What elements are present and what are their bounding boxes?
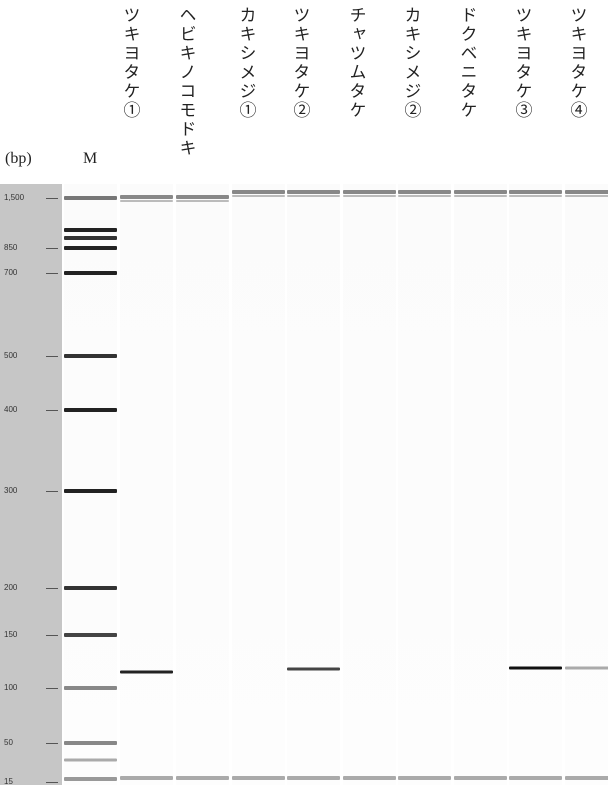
gel-figure: (bp) M 1,500 850 700 500 400 300 200 150 100 50 15…: [0, 0, 608, 785]
band: [287, 195, 340, 197]
size-tick-label: 15: [4, 777, 13, 785]
band: [343, 195, 396, 197]
sample-lane: [454, 184, 507, 785]
band: [565, 776, 608, 780]
size-tick-label: 1,500: [4, 193, 24, 202]
size-tick-label: 150: [4, 630, 17, 639]
band: [120, 200, 173, 202]
band: [64, 236, 117, 240]
size-tick-label: 850: [4, 243, 17, 252]
tick-mark: [46, 688, 58, 689]
band: [343, 190, 396, 194]
sample-lane: [120, 184, 173, 785]
band: [120, 195, 173, 199]
unit-label: (bp): [5, 150, 32, 168]
ladder-label: M: [83, 150, 97, 168]
band: [398, 776, 451, 780]
band: [176, 776, 229, 780]
tick-mark: [46, 198, 58, 199]
band: [509, 190, 562, 194]
lane-label: ツキヨタケ①: [118, 6, 143, 120]
lane-label: ツキヨタケ④: [565, 6, 590, 120]
sample-lane: [398, 184, 451, 785]
band: [454, 195, 507, 197]
band: [64, 741, 117, 745]
band: [509, 195, 562, 197]
band: [120, 671, 173, 674]
lane-label: カキシメジ①: [234, 6, 259, 120]
band: [64, 489, 117, 493]
size-tick-label: 100: [4, 683, 17, 692]
size-tick-label: 700: [4, 268, 17, 277]
sample-lane: [509, 184, 562, 785]
size-tick-label: 200: [4, 583, 17, 592]
lane-label: ツキヨタケ③: [510, 6, 535, 120]
lane-label: ドクベニタケ: [455, 6, 480, 120]
band: [64, 196, 117, 200]
sample-lane: [287, 184, 340, 785]
band: [232, 195, 285, 197]
band: [64, 246, 117, 250]
band: [509, 667, 562, 670]
band: [64, 586, 117, 590]
band: [454, 776, 507, 780]
tick-mark: [46, 491, 58, 492]
tick-mark: [46, 410, 58, 411]
band: [232, 776, 285, 780]
band: [565, 195, 608, 197]
band: [454, 190, 507, 194]
band: [64, 759, 117, 762]
size-tick-label: 300: [4, 486, 17, 495]
tick-mark: [46, 782, 58, 783]
band: [398, 195, 451, 197]
band: [64, 633, 117, 637]
band: [120, 776, 173, 780]
band: [565, 190, 608, 194]
lane-label: ヘビキノコモドキ: [174, 6, 199, 158]
band: [232, 190, 285, 194]
size-tick-label: 400: [4, 405, 17, 414]
sample-lane: [565, 184, 608, 785]
ladder-lane: [64, 184, 117, 785]
size-tick-label: 50: [4, 738, 13, 747]
size-tick-label: 500: [4, 351, 17, 360]
lane-label: チャツムタケ: [344, 6, 369, 120]
tick-mark: [46, 635, 58, 636]
band: [176, 195, 229, 199]
tick-mark: [46, 588, 58, 589]
band: [287, 190, 340, 194]
tick-mark: [46, 273, 58, 274]
tick-mark: [46, 743, 58, 744]
band: [398, 190, 451, 194]
band: [64, 408, 117, 412]
tick-mark: [46, 356, 58, 357]
sample-lane: [232, 184, 285, 785]
band: [64, 686, 117, 690]
lane-label: ツキヨタケ②: [288, 6, 313, 120]
band: [287, 668, 340, 671]
band: [509, 776, 562, 780]
sample-lane: [343, 184, 396, 785]
band: [287, 776, 340, 780]
band: [176, 200, 229, 202]
sample-lane: [176, 184, 229, 785]
band: [64, 777, 117, 781]
band: [64, 228, 117, 232]
band: [64, 354, 117, 358]
lane-label: カキシメジ②: [399, 6, 424, 120]
band: [565, 667, 608, 670]
band: [64, 271, 117, 275]
tick-mark: [46, 248, 58, 249]
band: [343, 776, 396, 780]
